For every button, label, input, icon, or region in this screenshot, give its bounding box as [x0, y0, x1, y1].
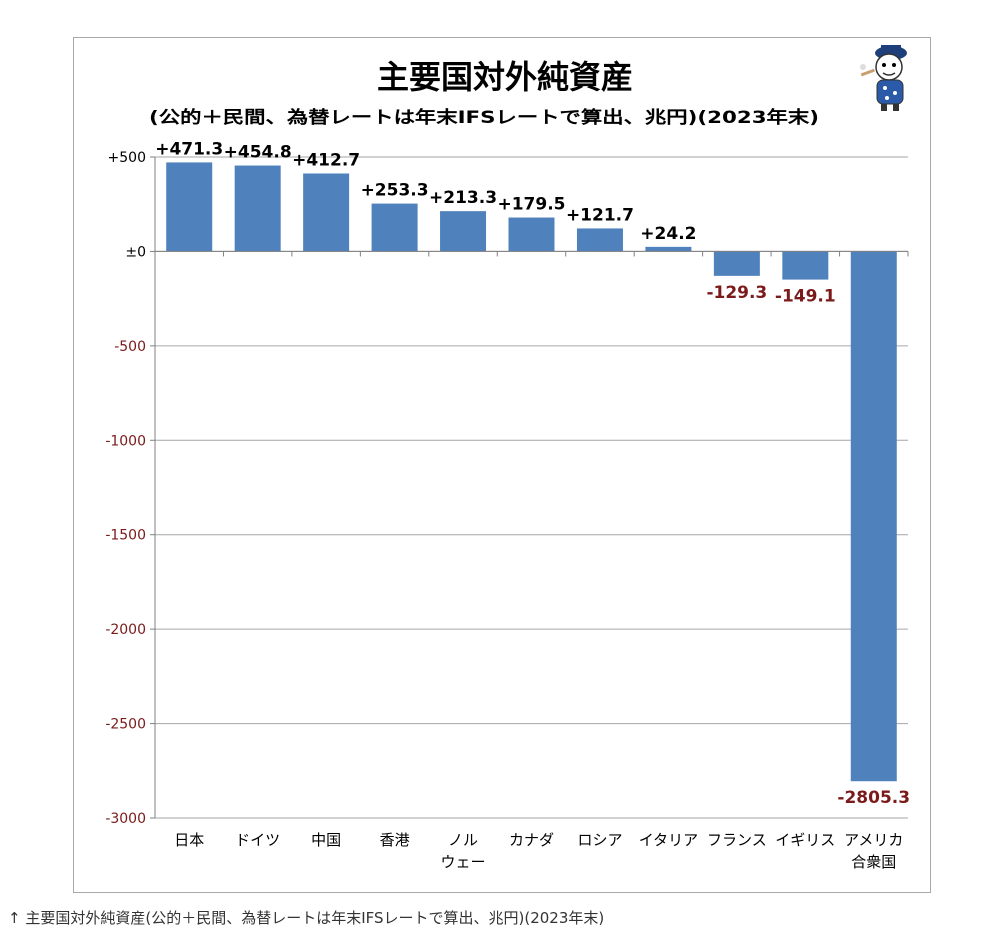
x-category-label: ノルウェー	[441, 831, 486, 871]
data-label: +253.3	[361, 181, 429, 201]
x-category-label-line: 合衆国	[851, 853, 896, 871]
data-label: +213.3	[429, 188, 497, 208]
bar	[645, 246, 692, 252]
data-label: -149.1	[775, 287, 836, 307]
y-tick-label: -500	[114, 339, 146, 355]
data-label: -129.3	[706, 283, 767, 303]
data-label: -2805.3	[837, 788, 910, 808]
bar	[713, 251, 760, 276]
y-tick-label: -2000	[105, 622, 146, 638]
x-category-label-line: イギリス	[775, 831, 835, 849]
x-category-label-line: 日本	[174, 831, 204, 849]
bar	[850, 251, 897, 782]
x-category-label-line: アメリカ	[844, 831, 903, 849]
bar	[508, 217, 555, 252]
x-category-label: 日本	[174, 831, 204, 849]
x-category-label: イギリス	[775, 831, 835, 849]
bar	[234, 165, 281, 252]
y-tick-labels: +500 ±0 -500 -1000 -1500 -2000 -2500 -3000	[105, 150, 146, 827]
y-tick-label: -1000	[105, 433, 146, 449]
data-label: +412.7	[292, 150, 360, 170]
chart-subtitle: (公的＋民間、為替レートは年末IFSレートで算出、兆円)(2023年末)	[149, 107, 819, 128]
x-category-label: ドイツ	[235, 831, 280, 849]
y-tick-label: ±0	[125, 244, 146, 260]
x-category-label-line: ロシア	[577, 831, 622, 849]
x-category-label-line: カナダ	[509, 831, 554, 849]
y-tick-label: -3000	[105, 811, 146, 827]
x-category-label-line: ノル	[448, 831, 478, 849]
x-category-label-line: ドイツ	[235, 831, 280, 849]
data-label: +24.2	[640, 224, 696, 244]
mascot-character-icon	[860, 45, 907, 111]
x-category-label: ロシア	[577, 831, 622, 849]
x-category-label: フランス	[707, 831, 767, 849]
x-category-label: 香港	[380, 831, 410, 849]
data-label: +179.5	[497, 195, 565, 215]
data-label: +471.3	[155, 139, 223, 159]
y-tick-label: -2500	[105, 717, 146, 733]
data-label: +121.7	[566, 205, 634, 225]
x-category-label: 中国	[311, 831, 341, 849]
x-category-label: アメリカ合衆国	[844, 831, 903, 871]
y-tick-label: -1500	[105, 528, 146, 544]
x-category-label: カナダ	[509, 831, 554, 849]
axes	[150, 156, 909, 819]
bar	[166, 162, 213, 252]
bar	[782, 251, 829, 280]
x-category-label-line: 中国	[311, 831, 341, 849]
bar	[576, 228, 623, 252]
x-category-label-line: フランス	[707, 831, 767, 849]
figure-caption: ↑ 主要国対外純資産(公的＋民間、為替レートは年末IFSレートで算出、兆円)(2…	[8, 909, 605, 927]
bar	[303, 173, 350, 252]
x-category-label-line: イタリア	[639, 831, 698, 849]
x-category-label: イタリア	[639, 831, 698, 849]
chart-frame	[73, 37, 931, 893]
x-category-label-line: ウェー	[441, 853, 486, 871]
bar	[440, 211, 487, 252]
y-tick-label: +500	[108, 150, 146, 166]
x-category-labels: 日本 ドイツ 中国 香港 ノルウェー カナダ ロシア イタリア フランス イギリス アメリカ合衆国	[174, 831, 903, 871]
data-label: +454.8	[224, 143, 292, 163]
data-labels: +471.3 +454.8 +412.7+253.3 +213.3 +179.5+121…	[155, 139, 910, 808]
chart-title: 主要国対外純資産	[377, 58, 633, 96]
bar	[371, 203, 418, 252]
bars	[166, 162, 897, 782]
x-category-label-line: 香港	[380, 831, 410, 849]
